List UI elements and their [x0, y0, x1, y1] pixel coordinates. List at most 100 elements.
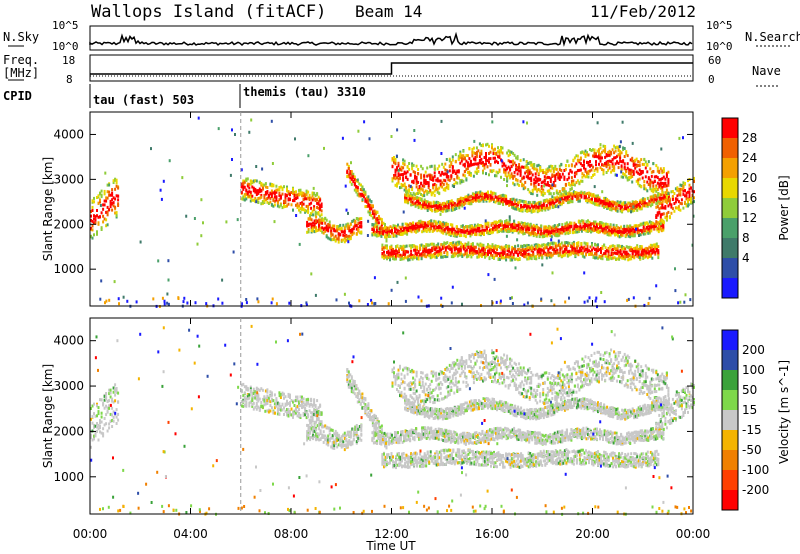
data-cell	[352, 218, 355, 222]
data-cell	[114, 187, 117, 191]
data-cell	[476, 242, 479, 246]
data-cell	[575, 243, 578, 247]
data-cell	[358, 225, 361, 228]
data-cell	[550, 251, 553, 255]
data-cell	[636, 224, 639, 228]
data-cell	[541, 243, 544, 247]
data-cell	[461, 204, 464, 208]
data-cell	[530, 257, 533, 261]
data-cell	[625, 250, 628, 254]
data-cell	[426, 174, 429, 178]
data-cell	[468, 195, 471, 199]
data-cell	[503, 199, 506, 203]
data-cell	[532, 246, 535, 250]
data-cell	[481, 225, 484, 229]
data-cell	[558, 233, 561, 237]
data-cell	[425, 243, 428, 247]
data-cell	[358, 221, 361, 225]
data-cell	[542, 168, 545, 172]
data-cell	[340, 230, 343, 234]
data-cell	[584, 155, 587, 158]
data-cell	[346, 162, 349, 166]
data-cell	[556, 244, 559, 248]
freq-tick-bottom: 8	[66, 73, 73, 86]
data-cell	[571, 195, 574, 199]
data-cell	[305, 204, 308, 208]
data-cell	[570, 181, 573, 185]
data-cell	[467, 225, 470, 229]
data-cell	[539, 248, 542, 252]
data-cell	[301, 205, 303, 209]
data-cell	[328, 237, 331, 241]
data-cell	[589, 160, 591, 163]
data-cell	[546, 226, 549, 230]
data-cell	[362, 190, 365, 194]
data-cell	[302, 194, 305, 198]
data-cell	[595, 256, 598, 260]
data-cell	[391, 226, 393, 230]
data-cell	[557, 197, 560, 201]
data-cell	[485, 197, 488, 201]
data-cell	[497, 201, 500, 205]
data-cell	[515, 178, 518, 181]
data-cell	[553, 232, 556, 236]
data-cell	[525, 225, 528, 229]
data-cell	[593, 227, 595, 231]
data-cell	[414, 171, 417, 175]
data-cell	[390, 252, 393, 256]
data-cell	[96, 214, 98, 218]
data-cell	[372, 223, 375, 227]
data-cell	[574, 229, 577, 233]
data-cell	[535, 254, 538, 258]
data-cell	[593, 220, 595, 224]
data-cell	[601, 257, 604, 261]
data-cell	[364, 193, 367, 197]
data-cell	[564, 190, 567, 194]
data-cell	[359, 188, 362, 191]
data-cell	[109, 202, 112, 206]
data-cell	[595, 197, 598, 201]
data-cell	[99, 192, 101, 196]
data-cell	[537, 183, 540, 186]
data-cell	[321, 221, 324, 225]
data-cell	[561, 231, 564, 235]
data-cell	[545, 256, 548, 260]
data-cell	[310, 229, 313, 232]
data-cell	[435, 188, 438, 192]
data-cell	[368, 205, 371, 209]
data-cell	[403, 159, 406, 163]
data-cell	[515, 156, 518, 160]
data-cell	[444, 188, 447, 192]
data-cell	[313, 207, 316, 211]
data-cell	[516, 168, 519, 172]
data-cell	[311, 198, 314, 202]
data-cell	[447, 200, 450, 204]
data-cell	[463, 174, 466, 178]
data-cell	[477, 162, 480, 166]
data-cell	[618, 257, 621, 261]
data-cell	[508, 246, 511, 250]
data-cell	[645, 253, 648, 257]
data-cell	[525, 166, 528, 170]
data-cell	[367, 210, 370, 214]
data-cell	[508, 249, 511, 253]
data-cell	[642, 256, 645, 260]
data-cell	[645, 202, 648, 206]
data-cell	[445, 185, 448, 189]
data-cell	[93, 233, 95, 237]
data-cell	[350, 170, 353, 174]
data-cell	[398, 231, 401, 235]
data-cell	[115, 211, 118, 215]
data-cell	[581, 246, 584, 250]
data-cell	[243, 194, 246, 198]
data-cell	[437, 250, 440, 253]
data-cell	[447, 178, 450, 182]
data-cell	[548, 176, 551, 180]
data-cell	[639, 201, 642, 205]
data-cell	[428, 227, 431, 231]
data-cell	[384, 255, 387, 259]
data-cell	[660, 224, 663, 227]
data-cell	[467, 199, 470, 203]
data-cell	[452, 254, 455, 258]
data-cell	[426, 166, 429, 170]
